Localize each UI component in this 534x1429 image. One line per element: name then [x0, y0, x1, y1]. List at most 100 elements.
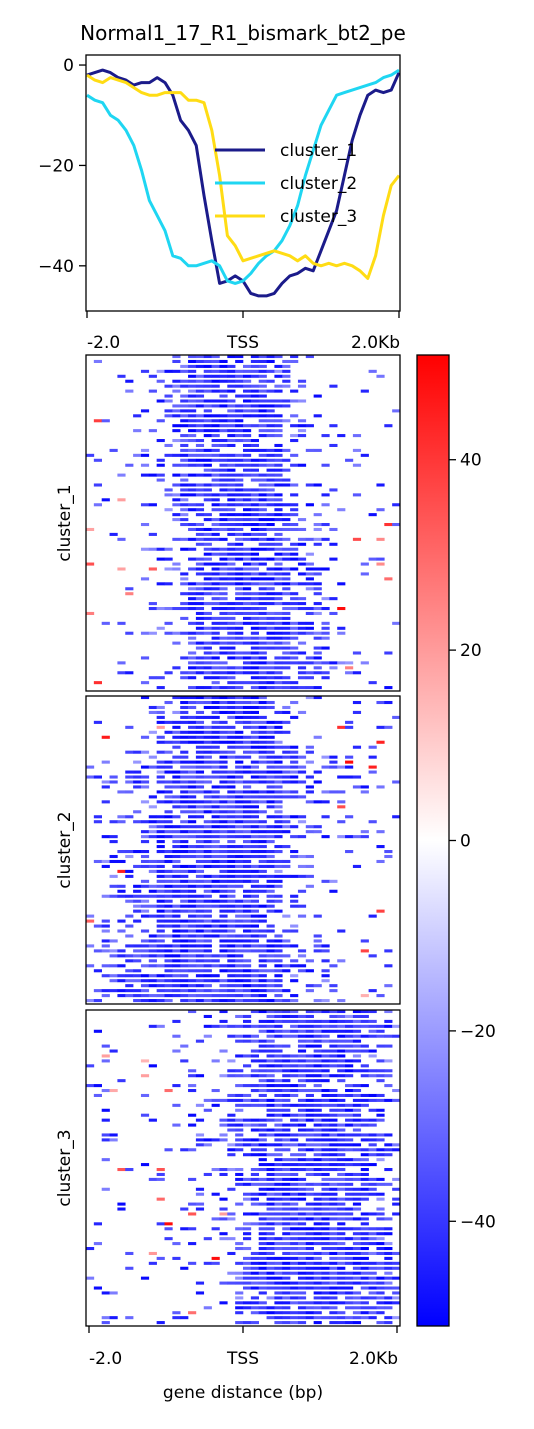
heatmap-cell: [227, 825, 236, 829]
heatmap-cell: [282, 780, 291, 784]
heatmap-cell: [266, 498, 275, 502]
heatmap-cell: [258, 750, 267, 754]
heatmap-cell: [321, 1029, 330, 1033]
heatmap-cell: [243, 582, 252, 586]
heatmap-cell: [235, 825, 244, 829]
heatmap-cell: [274, 1089, 283, 1093]
heatmap-cell: [266, 1039, 275, 1043]
heatmap-cell: [235, 805, 244, 809]
heatmap-cell: [227, 1128, 236, 1132]
heatmap-cell: [195, 770, 205, 774]
heatmap-cell: [172, 904, 181, 908]
heatmap-cell: [266, 770, 275, 774]
heatmap-cell: [203, 434, 212, 438]
heatmap-cell: [180, 1316, 189, 1320]
heatmap-cell: [188, 924, 197, 928]
heatmap-cell: [188, 1177, 197, 1181]
heatmap-cell: [195, 1118, 205, 1122]
heatmap-cell: [125, 934, 134, 938]
heatmap-cell: [368, 1192, 377, 1196]
heatmap-cell: [345, 1118, 354, 1122]
heatmap-cell: [266, 884, 275, 888]
heatmap-cell: [180, 994, 189, 998]
heatmap-cell: [227, 979, 236, 983]
heatmap-cell: [164, 874, 173, 878]
heatmap-cell: [321, 1034, 330, 1038]
heatmap-cell: [211, 468, 220, 472]
heatmap-cell: [392, 1148, 401, 1152]
heatmap-cell: [172, 735, 181, 739]
heatmap-cell: [195, 904, 205, 908]
heatmap-cell: [258, 715, 267, 719]
heatmap-cell: [133, 864, 142, 868]
heatmap-cell: [266, 399, 275, 403]
heatmap-cell: [235, 1138, 244, 1142]
heatmap-cell: [203, 1172, 212, 1176]
heatmap-cell: [140, 800, 150, 804]
heatmap-cell: [148, 532, 157, 536]
heatmap-cell: [235, 934, 244, 938]
heatmap-cell: [172, 919, 181, 923]
heatmap-cell: [195, 419, 205, 423]
heatmap-cell: [203, 542, 212, 546]
heatmap-cell: [329, 760, 338, 764]
heatmap-cell: [235, 404, 244, 408]
heatmap-cell: [290, 1103, 299, 1107]
heatmap-cell: [321, 1276, 330, 1280]
heatmap-cell: [125, 1316, 134, 1320]
heatmap-cell: [140, 929, 150, 933]
heatmap-cell: [148, 959, 157, 963]
heatmap-cell: [282, 790, 291, 794]
heatmap-cell: [290, 1202, 299, 1206]
heatmap-cell: [274, 1291, 283, 1295]
heatmap-cell: [305, 503, 314, 507]
heatmap-cell: [297, 651, 307, 655]
heatmap-cell: [290, 1242, 299, 1246]
heatmap-cell: [250, 1261, 259, 1265]
heatmap-cell: [337, 1177, 346, 1181]
heatmap-cell: [172, 964, 181, 968]
heatmap-cell: [211, 800, 220, 804]
heatmap-cell: [384, 424, 393, 428]
heatmap-cell: [258, 1247, 267, 1251]
heatmap-cell: [266, 720, 275, 724]
heatmap-cell: [266, 1103, 275, 1107]
heatmap-cell: [258, 661, 267, 665]
heatmap-cell: [188, 979, 197, 983]
heatmap-cell: [274, 1069, 283, 1073]
heatmap-cell: [156, 379, 165, 383]
heatmap-cell: [282, 1089, 291, 1093]
heatmap-cell: [274, 720, 283, 724]
heatmap-cell: [258, 1306, 267, 1310]
heatmap-cell: [219, 626, 228, 630]
heatmap-cell: [305, 621, 314, 625]
heatmap-cell: [164, 954, 173, 958]
heatmap-cell: [274, 557, 283, 561]
heatmap-cell: [250, 999, 259, 1003]
heatmap-cell: [156, 989, 165, 993]
heatmap-cell: [376, 1029, 385, 1033]
heatmap-cell: [313, 1044, 322, 1048]
heatmap-cell: [258, 666, 267, 670]
heatmap-cell: [133, 919, 142, 923]
heatmap-cell: [305, 1024, 314, 1028]
heatmap-cell: [203, 1034, 212, 1038]
heatmap-cell: [274, 1247, 283, 1251]
heatmap-cell: [290, 904, 299, 908]
heatmap-cell: [250, 641, 259, 645]
heatmap-cell: [243, 750, 252, 754]
heatmap-cell: [329, 1113, 338, 1117]
heatmap-cell: [274, 1143, 283, 1147]
heatmap-cell: [305, 676, 314, 680]
heatmap-cell: [266, 760, 275, 764]
heatmap-cell: [329, 1168, 338, 1172]
heatmap-cell: [352, 1256, 362, 1260]
heatmap-cell: [274, 572, 283, 576]
heatmap-cell: [258, 626, 267, 630]
heatmap-cell: [195, 399, 205, 403]
heatmap-cell: [321, 1237, 330, 1241]
heatmap-cell: [329, 542, 338, 546]
heatmap-cell: [188, 508, 197, 512]
heatmap-cell: [243, 1138, 252, 1142]
heatmap-cell: [195, 364, 205, 368]
